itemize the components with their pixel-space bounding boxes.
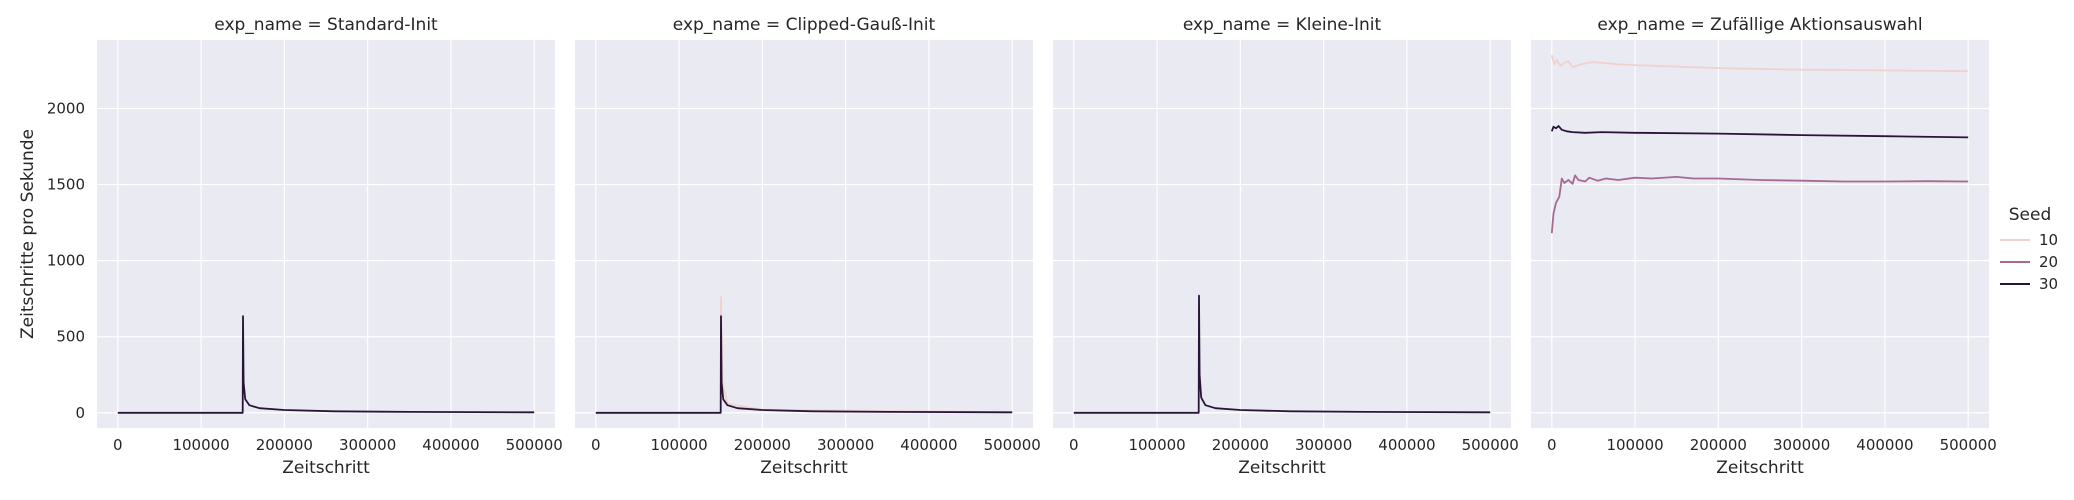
x-tick-label: 300000 [1773,436,1830,454]
series-line-seed-30 [1550,125,1969,139]
facet-panel-4: 0 100000 200000 300000 400000 500000 exp_name … [1531,15,1997,478]
x-axis-label: Zeitschritt [760,458,848,478]
facet-panel-1: 0 100000 200000 300000 400000 500000 0 500 1000 1… [47,15,563,478]
y-tick-label: 2000 [47,99,85,117]
x-axis-label: Zeitschritt [1238,458,1326,478]
x-tick-label: 100000 [650,436,707,454]
facet-title: exp_name = Standard-Init [214,15,438,35]
legend-label-30: 30 [2039,275,2058,293]
x-tick-label: 0 [1069,436,1079,454]
y-tick-label: 0 [75,404,85,422]
legend: Seed 10 20 30 [2000,205,2058,293]
series-line-seed-10 [1550,54,1969,73]
legend-label-20: 20 [2039,253,2058,271]
x-tick-label: 500000 [984,436,1041,454]
x-tick-label: 0 [1547,436,1557,454]
y-tick-label: 1000 [47,252,85,270]
series-line-seed-20 [1550,174,1969,234]
x-axis-label: Zeitschritt [282,458,370,478]
plot-background [97,40,555,428]
x-tick-label: 200000 [256,436,313,454]
x-tick-label: 200000 [1212,436,1269,454]
x-tick-label: 400000 [422,436,479,454]
x-axis-label: Zeitschritt [1716,458,1804,478]
facet-title: exp_name = Zufällige Aktionsauswahl [1597,15,1922,35]
plot-background [1053,40,1511,428]
series-line-seed-30 [117,315,535,414]
x-tick-label: 100000 [1606,436,1663,454]
plot-background [1531,40,1989,428]
facet-panels: 0 100000 200000 300000 400000 500000050010001… [47,15,1997,478]
series-line-seed-30 [595,315,1013,414]
x-tick-label: 200000 [1690,436,1747,454]
x-tick-label: 300000 [817,436,874,454]
x-tick-label: 300000 [1295,436,1352,454]
facet-panel-2: 0 100000 200000 300000 400000 500000 exp_name … [575,15,1041,478]
y-tick-label: 1500 [47,176,85,194]
x-tick-label: 400000 [900,436,957,454]
facet-title: exp_name = Kleine-Init [1183,15,1382,35]
facet-panel-3: 0 100000 200000 300000 400000 500000 exp_name … [1053,15,1519,478]
plot-background [575,40,1033,428]
y-tick-label: 500 [56,328,85,346]
x-tick-label: 300000 [339,436,396,454]
y-axis-label: Zeitschritte pro Sekunde [18,129,38,339]
x-tick-label: 0 [113,436,123,454]
legend-label-10: 10 [2039,231,2058,249]
x-tick-label: 100000 [172,436,229,454]
x-tick-label: 400000 [1378,436,1435,454]
x-tick-label: 200000 [734,436,791,454]
facet-title: exp_name = Clipped-Gauß-Init [673,15,936,35]
x-tick-label: 400000 [1856,436,1913,454]
x-tick-label: 500000 [1462,436,1519,454]
legend-title: Seed [2009,205,2052,225]
x-tick-label: 100000 [1128,436,1185,454]
x-tick-label: 500000 [506,436,563,454]
x-tick-label: 0 [591,436,601,454]
series-line-seed-30 [1073,294,1491,414]
x-tick-label: 500000 [1940,436,1997,454]
